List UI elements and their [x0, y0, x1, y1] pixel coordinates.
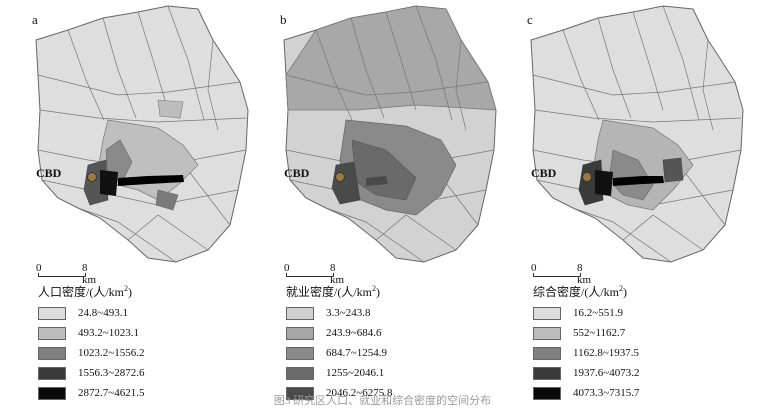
legend-item: 1556.3~2872.6 — [38, 363, 253, 383]
legend-item: 493.2~1023.1 — [38, 323, 253, 343]
cbd-marker-icon — [582, 172, 592, 182]
cbd-label: CBD — [531, 166, 557, 180]
legend-title-text: 综合密度/(人/km — [533, 285, 619, 299]
legend-label: 243.9~684.6 — [326, 327, 382, 339]
legend-swatch — [38, 346, 66, 360]
cbd-label: CBD — [284, 166, 310, 180]
study-area-map — [283, 5, 497, 263]
legend-label: 684.7~1254.9 — [326, 347, 387, 359]
legend: 人口密度/(人/km2) 24.8~493.1 493.2~1023.1 102… — [38, 283, 253, 403]
legend-label: 1162.8~1937.5 — [573, 347, 640, 359]
legend-swatch — [533, 366, 561, 380]
panel-letter: b — [280, 12, 287, 27]
scale-bar: 0 8 km — [36, 262, 98, 286]
legend-swatch — [286, 386, 314, 400]
legend-swatch — [286, 326, 314, 340]
legend-title-sup: 2 — [619, 284, 623, 293]
legend-title-text: 就业密度/(人/km — [286, 285, 372, 299]
legend-title: 人口密度/(人/km2) — [38, 283, 253, 300]
legend-item: 243.9~684.6 — [286, 323, 501, 343]
legend-label: 1255~2046.1 — [326, 367, 385, 379]
legend-title-sup: 2 — [124, 284, 128, 293]
legend-swatch — [533, 346, 561, 360]
legend-item: 3.3~243.8 — [286, 303, 501, 323]
legend-swatch — [286, 346, 314, 360]
legend-title-end: ) — [376, 285, 380, 299]
legend-title-sup: 2 — [372, 284, 376, 293]
legend-item: 1162.8~1937.5 — [533, 343, 748, 363]
scale-bar: 0 8 km — [531, 262, 593, 286]
legend-item: 2046.2~6275.8 — [286, 383, 501, 403]
study-area-map — [35, 5, 249, 263]
legend-title-text: 人口密度/(人/km — [38, 285, 124, 299]
legend-swatch — [286, 306, 314, 320]
scale-distance-label: 8 km — [577, 262, 592, 286]
panel-letter: a — [32, 12, 38, 27]
scale-zero-label: 0 — [284, 262, 290, 274]
legend-swatch — [533, 326, 561, 340]
legend-swatch — [286, 366, 314, 380]
legend-item: 684.7~1254.9 — [286, 343, 501, 363]
legend-swatch — [533, 386, 561, 400]
scale-zero-label: 0 — [36, 262, 42, 274]
scale-line — [286, 273, 334, 277]
scale-zero-label: 0 — [531, 262, 537, 274]
cbd-marker-icon — [87, 172, 97, 182]
legend: 就业密度/(人/km2) 3.3~243.8 243.9~684.6 684.7… — [286, 283, 501, 403]
legend-title-end: ) — [623, 285, 627, 299]
legend-label: 2872.7~4621.5 — [78, 387, 145, 399]
legend-label: 552~1162.7 — [573, 327, 626, 339]
scale-line — [533, 273, 581, 277]
cbd-marker-icon — [335, 172, 345, 182]
legend-swatch — [533, 306, 561, 320]
legend-swatch — [38, 326, 66, 340]
legend-swatch — [38, 366, 66, 380]
scale-distance-label: 8 km — [82, 262, 97, 286]
map-panel-b: b CBD 0 8 km 就业密度/(人/km2) 3.3~243.8 — [256, 0, 506, 409]
legend-item: 4073.3~7315.7 — [533, 383, 748, 403]
legend-label: 1023.2~1556.2 — [78, 347, 145, 359]
map-panel-c: c CBD 0 8 km 综合密度/(人/km2) 16 — [503, 0, 753, 409]
legend-title: 综合密度/(人/km2) — [533, 283, 748, 300]
legend-swatch — [38, 306, 66, 320]
legend-label: 24.8~493.1 — [78, 307, 128, 319]
scale-distance-label: 8 km — [330, 262, 345, 286]
legend-label: 1937.6~4073.2 — [573, 367, 640, 379]
legend-item: 552~1162.7 — [533, 323, 748, 343]
legend-item: 24.8~493.1 — [38, 303, 253, 323]
legend-label: 2046.2~6275.8 — [326, 387, 393, 399]
legend-item: 2872.7~4621.5 — [38, 383, 253, 403]
scale-line — [38, 273, 86, 277]
scale-bar: 0 8 km — [284, 262, 346, 286]
panel-letter: c — [527, 12, 533, 27]
legend-swatch — [38, 386, 66, 400]
legend-label: 3.3~243.8 — [326, 307, 371, 319]
legend-label: 4073.3~7315.7 — [573, 387, 640, 399]
legend: 综合密度/(人/km2) 16.2~551.9 552~1162.7 1162.… — [533, 283, 748, 403]
legend-label: 493.2~1023.1 — [78, 327, 139, 339]
legend-item: 1937.6~4073.2 — [533, 363, 748, 383]
figure-caption: 图3 研究区人口、就业和综合密度的空间分布 — [273, 395, 492, 407]
map-panel-a: a CBD 0 8 km 人口密度/(人/km2) — [8, 0, 258, 409]
legend-item: 16.2~551.9 — [533, 303, 748, 323]
legend-title-end: ) — [128, 285, 132, 299]
legend-item: 1023.2~1556.2 — [38, 343, 253, 363]
legend-item: 1255~2046.1 — [286, 363, 501, 383]
legend-label: 16.2~551.9 — [573, 307, 623, 319]
legend-title: 就业密度/(人/km2) — [286, 283, 501, 300]
cbd-label: CBD — [36, 166, 62, 180]
legend-label: 1556.3~2872.6 — [78, 367, 145, 379]
study-area-map — [530, 5, 744, 263]
